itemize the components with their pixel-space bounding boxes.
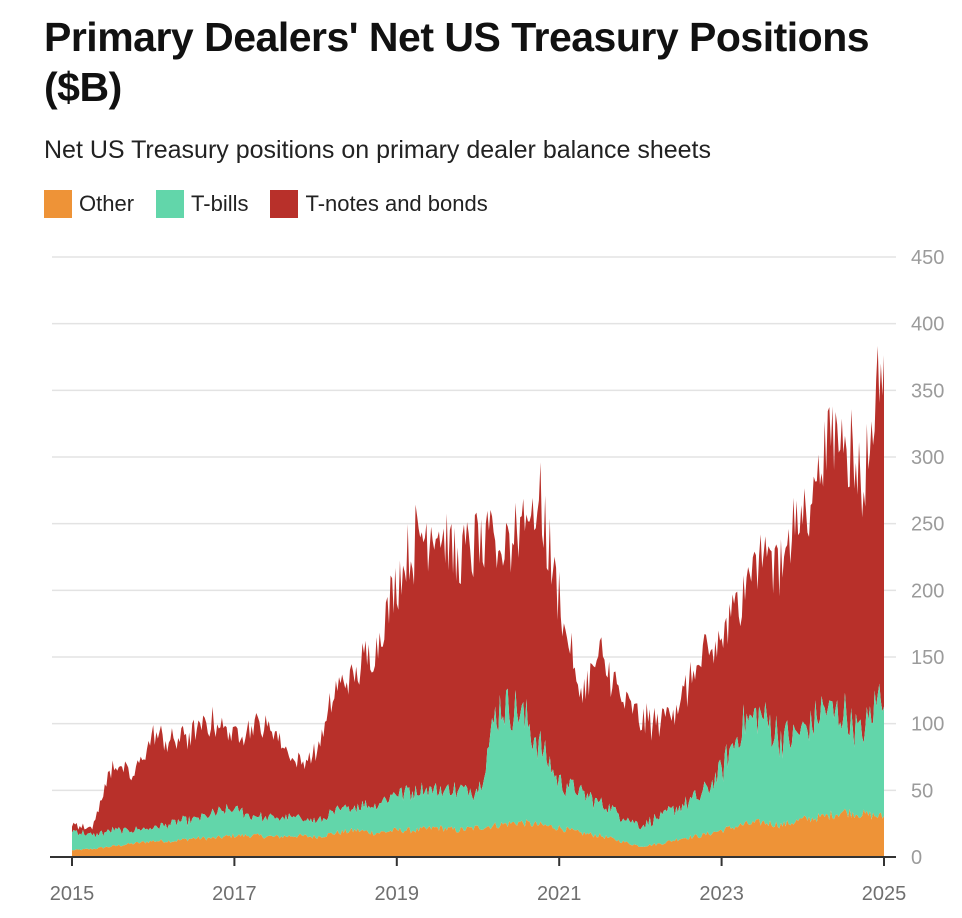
area-t-bills: [72, 683, 884, 851]
legend-label-t-notes-and-bonds: T-notes and bonds: [305, 191, 488, 216]
area-t-notes-and-bonds: [72, 345, 884, 838]
legend-label-other: Other: [79, 191, 135, 216]
y-tick-label-150: 150: [911, 647, 944, 669]
y-tick-label-450: 450: [911, 247, 944, 269]
x-tick-label-2021: 2021: [537, 883, 582, 905]
y-tick-label-350: 350: [911, 380, 944, 402]
x-tick-label-2017: 2017: [212, 883, 257, 905]
legend-swatch-other: [44, 190, 72, 218]
y-tick-label-50: 50: [911, 780, 933, 802]
legend-item-t-bills: T-bills: [156, 190, 248, 218]
x-tick-label-2025: 2025: [862, 883, 907, 905]
legend-item-other: Other: [44, 190, 134, 218]
x-axis: 2015 2017 2019 2021 2023 2025: [50, 856, 907, 905]
legend-swatch-t-notes-and-bonds: [270, 190, 299, 218]
legend: Other T-bills T-notes and bonds: [44, 190, 510, 218]
legend-swatch-t-bills: [156, 190, 185, 218]
x-tick-label-2015: 2015: [50, 883, 95, 905]
y-axis: 0 50 100 150 200 250 300 350 400 450: [911, 247, 944, 869]
y-tick-label-400: 400: [911, 314, 944, 336]
chart-subtitle: Net US Treasury positions on primary dea…: [44, 136, 711, 164]
x-tick-label-2019: 2019: [375, 883, 420, 905]
chart-title: Primary Dealers' Net US Treasury Positio…: [44, 14, 870, 110]
area-series: [72, 345, 884, 857]
y-tick-label-0: 0: [911, 847, 922, 869]
y-tick-label-100: 100: [911, 714, 944, 736]
y-tick-label-200: 200: [911, 580, 944, 602]
y-tick-label-250: 250: [911, 514, 944, 536]
area-other: [72, 808, 884, 857]
y-tick-label-300: 300: [911, 447, 944, 469]
legend-item-t-notes-and-bonds: T-notes and bonds: [270, 190, 488, 218]
x-tick-label-2023: 2023: [699, 883, 744, 905]
legend-label-t-bills: T-bills: [191, 191, 249, 216]
